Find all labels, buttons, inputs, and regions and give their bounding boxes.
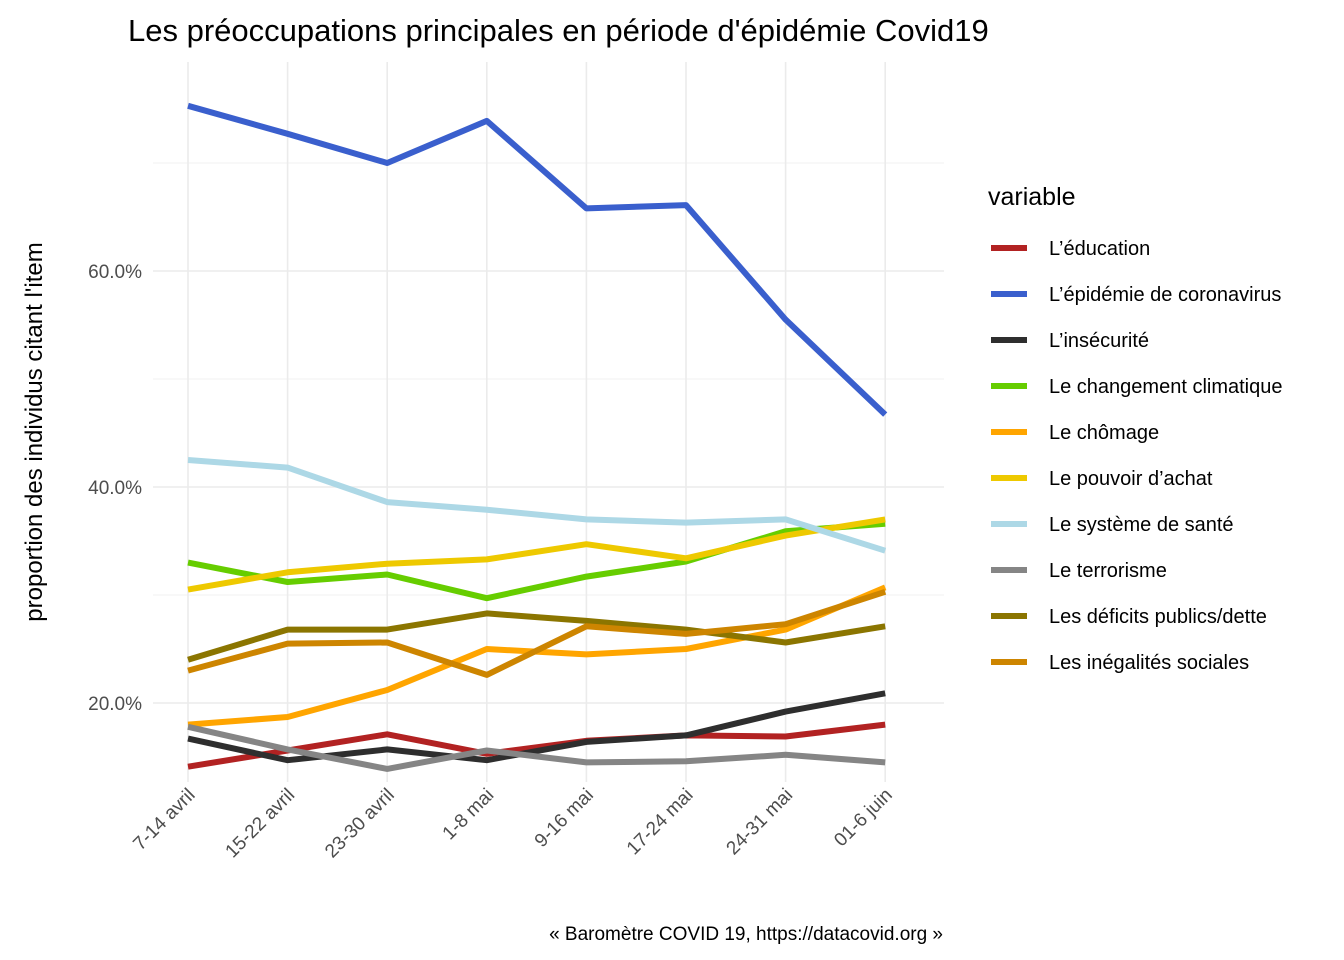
y-tick-label: 40.0% [88,478,142,499]
x-tick-label: 23-30 avril [321,785,399,863]
series-line [187,457,887,554]
chart-caption: « Baromètre COVID 19, https://datacovid.… [549,924,943,945]
series-line [187,690,886,764]
x-tick-label: 24-31 mai [723,785,798,860]
x-tick-label: 7-14 avril [129,785,199,855]
legend-label: Le chômage [1049,422,1159,444]
legend-label: L’éducation [1049,238,1150,260]
x-tick-label: 01-6 juin [830,785,896,851]
series-line [187,584,887,728]
series-lines [187,102,888,772]
series-line [187,588,887,678]
y-tick-label: 60.0% [88,262,142,283]
series-line [187,723,886,772]
legend-title: variable [988,183,1076,211]
series-line [187,102,888,417]
series-line [187,516,886,593]
x-tick-label: 1-8 mai [439,785,499,845]
grid [153,62,944,782]
x-tick-label: 17-24 mai [623,785,698,860]
legend-label: Le changement climatique [1049,376,1282,398]
legend-label: Le terrorisme [1049,560,1167,582]
legend-label: Les déficits publics/dette [1049,606,1267,628]
series-line [187,721,886,770]
x-tick-label: 15-22 avril [222,785,300,863]
chart-title: Les préoccupations principales en périod… [128,13,989,48]
series-line [187,610,886,663]
y-axis-label: proportion des individus citant l'item [21,242,48,621]
legend-label: Le système de santé [1049,514,1234,536]
x-tick-label: 9-16 mai [531,785,598,852]
legend-label: L’insécurité [1049,330,1149,352]
legend-label: Le pouvoir d’achat [1049,468,1213,490]
legend-label: L’épidémie de coronavirus [1049,284,1281,306]
y-tick-label: 20.0% [88,694,142,715]
legend-label: Les inégalités sociales [1049,652,1249,674]
y-axis-ticks: 20.0% 40.0% 60.0% [88,262,142,715]
legend: variable L’éducation L’épidémie de corona… [988,183,1282,674]
x-axis-ticks: 7-14 avril 15-22 avril 23-30 avril 1-8 mai 9… [129,785,896,863]
